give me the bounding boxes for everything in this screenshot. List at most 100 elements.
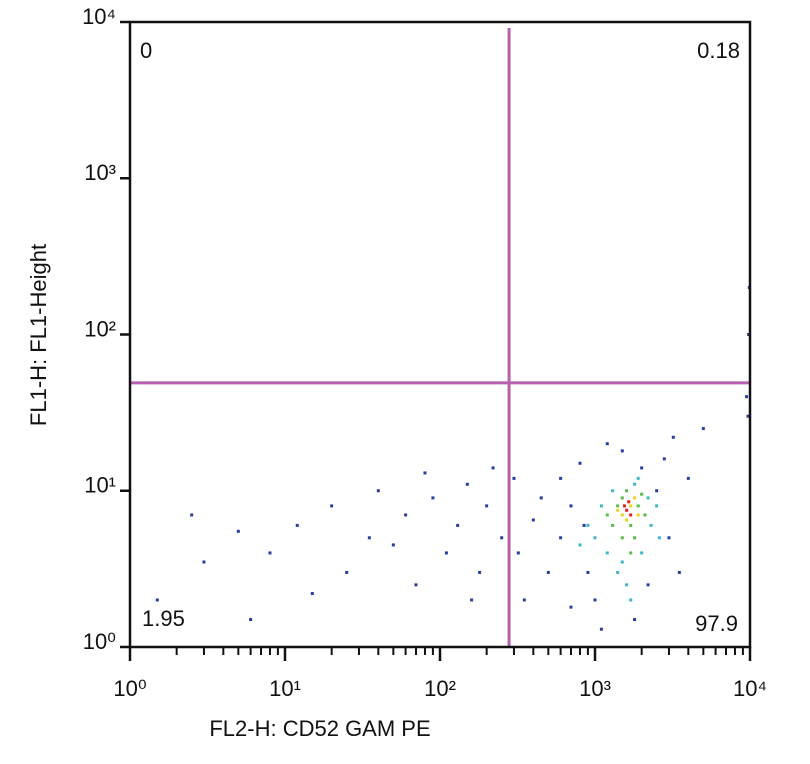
- event-dot: [202, 560, 206, 564]
- event-dot: [636, 476, 640, 480]
- quadrant-value: 1.95: [142, 606, 185, 631]
- event-dot: [643, 513, 647, 517]
- event-dot: [616, 570, 620, 574]
- event-dot: [662, 457, 666, 461]
- event-dot: [633, 617, 637, 621]
- event-dot: [522, 598, 526, 602]
- event-dot: [539, 496, 543, 500]
- event-dot: [636, 513, 640, 517]
- event-dot: [640, 551, 644, 555]
- event-dot: [423, 471, 427, 475]
- event-dot: [465, 482, 469, 486]
- y-tick-label: 10³: [84, 160, 116, 185]
- x-tick-label: 10²: [424, 676, 456, 701]
- event-dot: [627, 500, 631, 504]
- event-dot: [633, 482, 637, 486]
- event-dot: [593, 536, 597, 540]
- event-dot: [569, 504, 573, 508]
- event-dot: [444, 551, 448, 555]
- event-dot: [657, 536, 661, 540]
- event-dot: [620, 513, 624, 517]
- event-dot: [391, 543, 395, 547]
- event-dot: [636, 504, 640, 508]
- event-dot: [623, 504, 627, 508]
- event-dot: [611, 489, 615, 493]
- x-tick-label: 10³: [579, 676, 611, 701]
- event-dot: [485, 504, 489, 508]
- event-dot: [677, 570, 681, 574]
- event-dot: [310, 591, 314, 595]
- event-dot: [431, 496, 435, 500]
- event-dot: [376, 489, 380, 493]
- event-dot: [620, 536, 624, 540]
- event-dot: [559, 536, 563, 540]
- event-dot: [155, 598, 159, 602]
- event-dot: [746, 414, 750, 418]
- event-dot: [671, 435, 675, 439]
- event-dot: [516, 551, 520, 555]
- event-dot: [295, 523, 299, 527]
- event-dot: [586, 523, 590, 527]
- y-tick-label: 10¹: [84, 473, 116, 498]
- event-dot: [470, 598, 474, 602]
- quadrant-value: 0: [140, 38, 152, 63]
- quadrant-value: 0.18: [697, 38, 740, 63]
- event-dot: [559, 476, 563, 480]
- event-dot: [625, 508, 629, 512]
- event-dot: [414, 583, 418, 587]
- event-dot: [491, 466, 495, 470]
- x-tick-label: 10⁴: [733, 676, 767, 701]
- event-dot: [633, 496, 637, 500]
- event-dot: [605, 551, 609, 555]
- event-dot: [640, 492, 644, 496]
- event-dot: [268, 551, 272, 555]
- event-dot: [599, 627, 603, 631]
- event-dot: [629, 504, 633, 508]
- event-dot: [646, 583, 650, 587]
- event-dot: [620, 496, 624, 500]
- y-axis-label: FL1-H: FL1-Height: [26, 244, 51, 426]
- event-dot: [456, 523, 460, 527]
- event-dot: [747, 333, 751, 336]
- event-dot: [249, 617, 253, 621]
- event-dot: [625, 583, 629, 587]
- event-dot: [404, 513, 408, 517]
- event-dot: [629, 598, 633, 602]
- y-tick-label: 10⁴: [82, 4, 116, 29]
- event-dot: [190, 513, 194, 517]
- event-dot: [578, 461, 582, 465]
- event-dot: [578, 543, 582, 547]
- event-dot: [345, 570, 349, 574]
- event-dot: [655, 489, 659, 493]
- event-dot: [686, 476, 690, 480]
- event-dot: [633, 536, 637, 540]
- y-tick-label: 10⁰: [83, 629, 116, 654]
- event-dot: [629, 513, 633, 517]
- x-tick-label: 10¹: [269, 676, 301, 701]
- event-dot: [330, 504, 334, 508]
- event-dot: [478, 570, 482, 574]
- event-dot: [616, 508, 620, 512]
- event-dot: [500, 536, 504, 540]
- event-dot: [599, 504, 603, 508]
- event-dot: [546, 570, 550, 574]
- y-tick-label: 10²: [84, 316, 116, 341]
- event-dot: [620, 560, 624, 564]
- event-dot: [569, 605, 573, 609]
- event-dot: [667, 536, 671, 540]
- quadrant-value: 97.9: [695, 611, 738, 636]
- event-dot: [701, 427, 705, 431]
- event-dot: [629, 523, 633, 527]
- event-dot: [512, 476, 516, 480]
- event-dot: [616, 504, 620, 508]
- event-dot: [236, 529, 240, 533]
- event-dot: [611, 523, 615, 527]
- event-dot: [646, 496, 650, 500]
- plot-frame: [128, 20, 752, 649]
- x-axis-label: FL2-H: CD52 GAM PE: [209, 716, 430, 741]
- event-dot: [605, 513, 609, 517]
- event-dot: [531, 518, 535, 522]
- event-dot: [605, 442, 609, 446]
- event-dot: [655, 504, 659, 508]
